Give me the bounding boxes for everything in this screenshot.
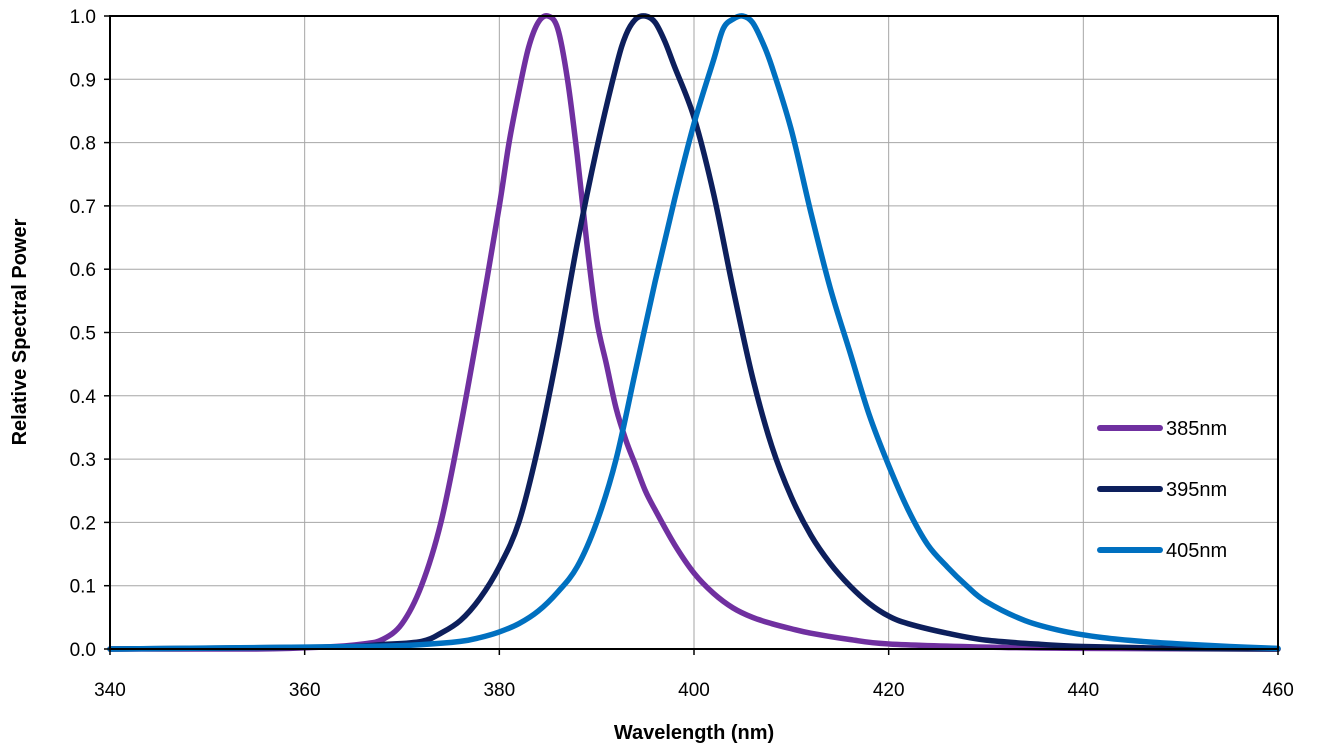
x-tick-label: 400	[678, 680, 710, 701]
y-tick-label: 0.6	[70, 260, 96, 281]
series-group	[107, 13, 1281, 652]
x-tick-label: 420	[873, 680, 905, 701]
y-tick-label: 0.2	[70, 513, 96, 534]
legend-label-395nm: 395nm	[1166, 479, 1227, 501]
y-axis-title: Relative Spectral Power	[9, 218, 31, 445]
legend-label-405nm: 405nm	[1166, 540, 1227, 562]
y-tick-label: 1.0	[70, 7, 96, 28]
y-tick-label: 0.4	[70, 387, 97, 408]
x-tick-label: 380	[483, 680, 515, 701]
x-tick-label: 460	[1262, 680, 1294, 701]
legend-label-385nm: 385nm	[1166, 418, 1227, 440]
x-tick-label: 360	[289, 680, 321, 701]
x-axis-title: Wavelength (nm)	[614, 722, 774, 744]
y-tick-label: 0.5	[70, 324, 96, 345]
series-line-405nm	[107, 13, 1281, 652]
series-line-395nm	[107, 13, 1281, 652]
x-tick-label: 440	[1067, 680, 1099, 701]
y-tick-label: 0.9	[70, 70, 96, 91]
legend: 385nm 395nm 405nm	[1097, 418, 1227, 562]
x-tick-label: 340	[94, 680, 126, 701]
y-tick-label: 0.7	[70, 197, 96, 218]
y-axis-ticks: 0.0 0.1 0.2 0.3 0.4 0.5 0.6 0.7 0.8 0.9 1.0	[70, 7, 110, 661]
x-axis-ticks: 340 360 380 400 420 440 460	[94, 649, 1294, 701]
y-tick-label: 0.3	[70, 450, 96, 471]
y-tick-label: 0.0	[70, 640, 96, 661]
y-tick-label: 0.8	[70, 134, 96, 155]
series-line-385nm	[107, 13, 1281, 652]
y-tick-label: 0.1	[70, 577, 96, 598]
